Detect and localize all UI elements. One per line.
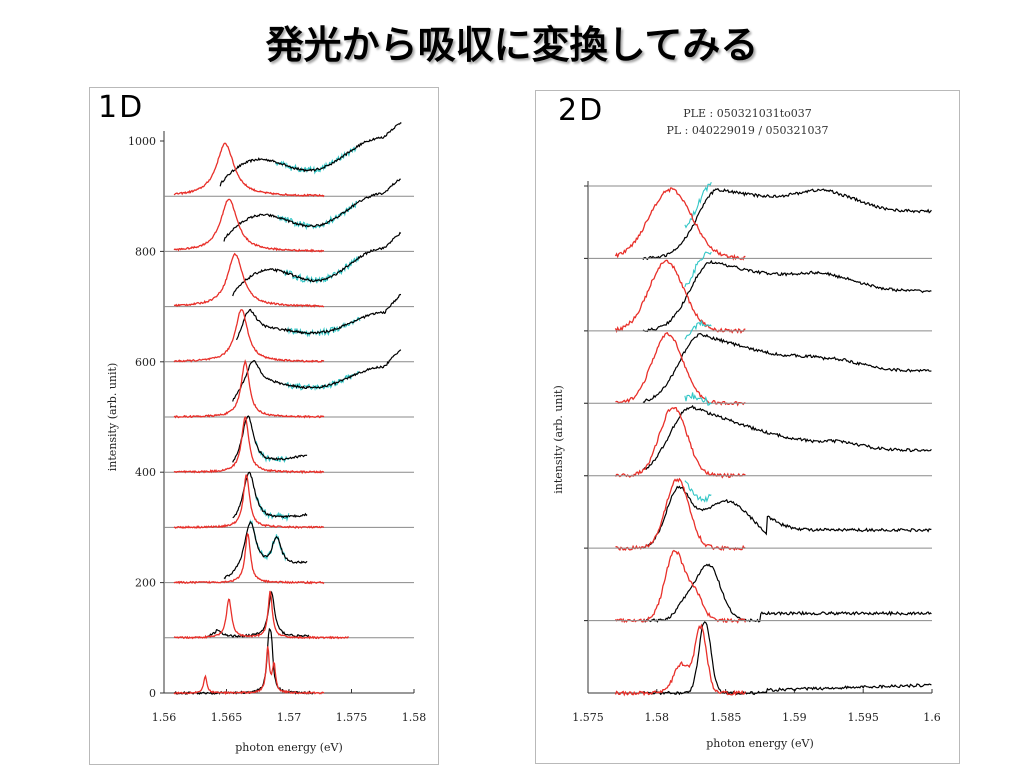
y-tick-label: 600 — [135, 356, 156, 369]
ple-trace — [232, 231, 402, 297]
pl-trace — [614, 187, 746, 261]
ple-trace — [173, 627, 314, 695]
pl-trace — [614, 549, 747, 624]
x-tick-label: 1.565 — [211, 711, 243, 724]
pl-trace — [173, 590, 349, 640]
panel-label-2d: 2D — [558, 93, 605, 128]
pl-file-label: PL : 040229019 / 050321037 — [666, 124, 829, 137]
pl-trace — [173, 474, 325, 529]
ple-trace — [219, 122, 402, 187]
ple-extended-trace — [277, 200, 358, 231]
y-tick-label: 0 — [149, 687, 156, 700]
y-tick-label: 1000 — [128, 135, 156, 148]
x-tick-label: 1.575 — [572, 711, 604, 724]
ple-trace — [223, 178, 401, 242]
ple-trace — [642, 332, 932, 404]
chart-1d: 0 200 400 600 800 1000 1.56 1.565 1.57 1.575 1.58 p… — [106, 122, 427, 754]
ple-trace — [642, 621, 932, 696]
y-tick-label: 800 — [135, 245, 156, 258]
x-tick-label: 1.58 — [402, 711, 427, 724]
x-axis-label: photon energy (eV) — [706, 737, 814, 750]
ple-trace — [642, 563, 932, 623]
pl-trace — [173, 359, 325, 419]
pl-trace — [615, 331, 746, 407]
y-axis-label: intensity (arb. unit) — [106, 363, 119, 471]
ple-trace — [235, 293, 402, 341]
ple-extended-trace — [283, 256, 360, 284]
ple-trace — [642, 485, 932, 549]
chart-2d: 1.575 1.58 1.585 1.59 1.595 1.6 photon energy … — [552, 181, 941, 750]
x-tick-label: 1.585 — [710, 711, 742, 724]
x-tick-label: 1.59 — [782, 711, 807, 724]
pl-trace — [173, 198, 324, 253]
ple-trace — [207, 590, 312, 638]
ple-extended-trace — [684, 392, 712, 406]
ple-file-label: PLE : 050321031to037 — [683, 107, 812, 120]
x-tick-label: 1.6 — [923, 711, 941, 724]
y-axis-label: intensity (arb. unit) — [552, 385, 565, 493]
ple-trace — [232, 415, 308, 463]
y-tick-label: 200 — [135, 577, 156, 590]
panel-label-1d: 1D — [98, 90, 145, 125]
pl-trace — [173, 309, 325, 364]
pl-trace — [173, 142, 325, 198]
pl-trace — [173, 415, 325, 475]
pl-trace — [173, 532, 325, 585]
x-tick-label: 1.575 — [336, 711, 368, 724]
x-tick-label: 1.58 — [645, 711, 670, 724]
x-tick-label: 1.595 — [847, 711, 879, 724]
pl-trace — [614, 259, 746, 334]
pl-trace — [614, 407, 746, 479]
ple-extended-trace — [684, 181, 712, 229]
ple-extended-trace — [684, 251, 712, 288]
ple-trace — [642, 259, 932, 333]
chart-panel-1d: 1D 0 200 400 600 800 1000 1.56 1.565 1.57 1.575 1.… — [89, 87, 439, 765]
pl-trace — [614, 623, 746, 697]
pl-trace — [615, 477, 746, 552]
pl-trace — [173, 646, 325, 696]
ple-trace — [642, 187, 932, 261]
ple-trace — [642, 404, 932, 471]
ple-trace — [232, 349, 402, 402]
x-tick-label: 1.57 — [277, 711, 302, 724]
ple-trace — [223, 520, 308, 580]
chart-panel-2d: 2D PLE : 050321031to037 PL : 040229019 /… — [535, 90, 960, 764]
ple-extended-trace — [684, 480, 712, 503]
ple-extended-trace — [286, 316, 361, 338]
x-axis-label: photon energy (eV) — [235, 741, 343, 754]
slide-title: 発光から吸収に変換してみる — [265, 23, 759, 67]
ple-extended-trace — [684, 320, 712, 340]
x-tick-label: 1.56 — [152, 711, 177, 724]
y-tick-label: 400 — [135, 466, 156, 479]
pl-trace — [173, 252, 325, 308]
